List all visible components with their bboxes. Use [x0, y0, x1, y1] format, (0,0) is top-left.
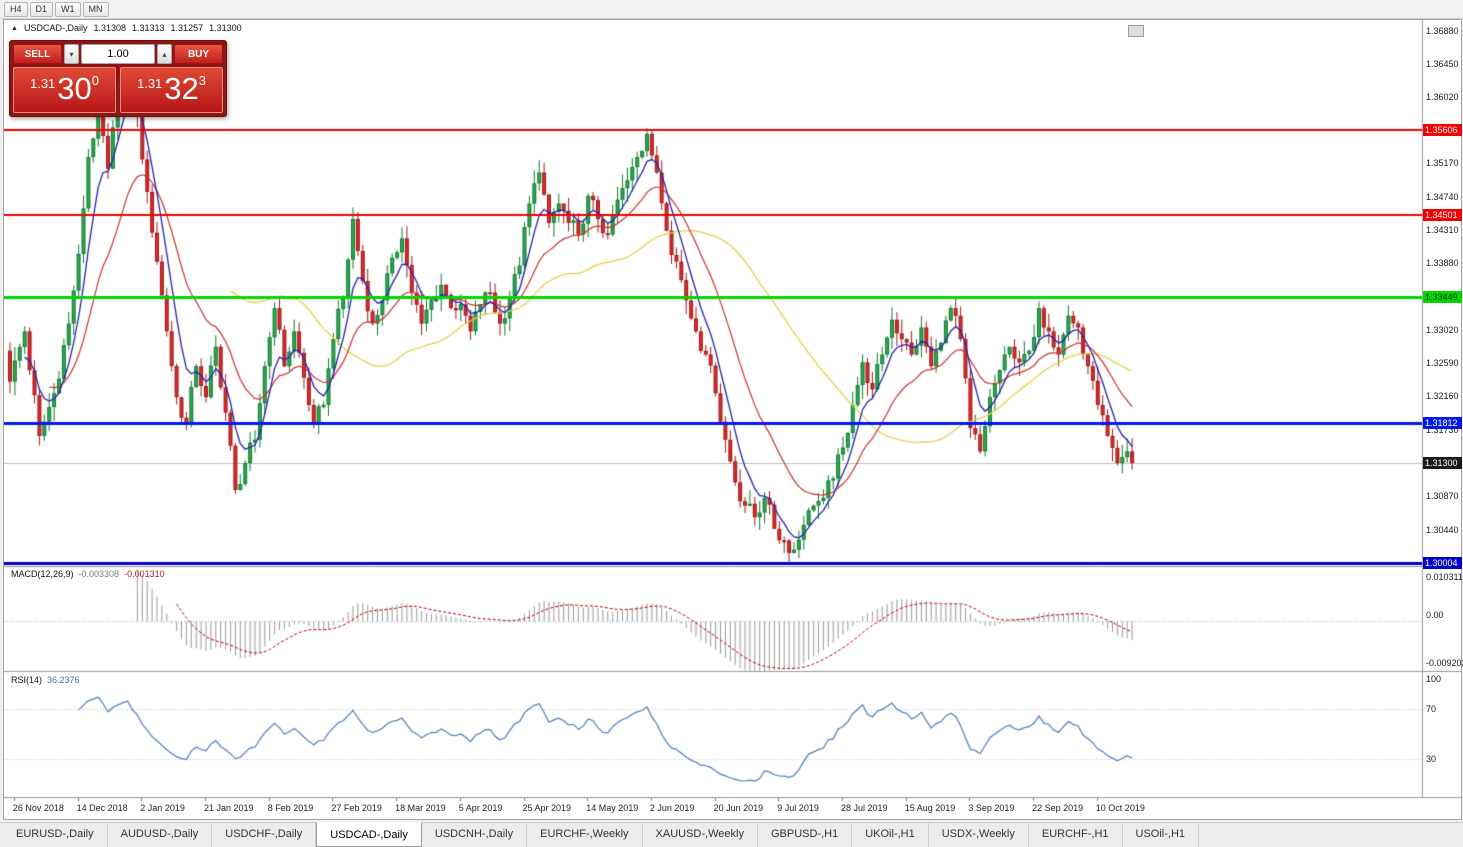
ohlc-low: 1.31257	[170, 23, 204, 33]
timeframe-toolbar: H4 D1 W1 MN	[0, 0, 1463, 19]
volume-increase-button[interactable]: ▴	[157, 44, 172, 64]
chart-tab-audusd-daily[interactable]: AUDUSD-,Daily	[108, 823, 213, 847]
buy-price-pip-digit: 3	[198, 73, 207, 88]
chart-window: 1.36880 1.36450 1.36020 1.35170 1.34740 1.343…	[3, 19, 1463, 820]
macd-indicator-label: MACD(12,26,9) -0.003308 -0.001310	[11, 569, 165, 579]
chart-symbol-label: USDCAD-,Daily	[23, 23, 88, 33]
chart-tab-usdcnh-daily[interactable]: USDCNH-,Daily	[422, 823, 528, 847]
sell-price-big-digits: 30	[57, 71, 92, 106]
ohlc-open: 1.31308	[93, 23, 126, 33]
chart-tab-usdchf-daily[interactable]: USDCHF-,Daily	[212, 823, 317, 847]
ohlc-header: ▲ USDCAD-,Daily 1.31308 1.31313 1.31257 …	[11, 23, 242, 33]
chart-tab-gbpusd-h1[interactable]: GBPUSD-,H1	[758, 823, 853, 847]
sell-price-display[interactable]: 1.31 30 0	[13, 67, 116, 113]
chart-tab-xauusd-weekly[interactable]: XAUUSD-,Weekly	[643, 823, 758, 847]
chart-tab-usoil-h1[interactable]: USOil-,H1	[1123, 823, 1200, 847]
price-direction-icon: ▲	[11, 24, 18, 32]
macd-signal-value: -0.001310	[124, 569, 165, 579]
rsi-value: 36.2376	[47, 675, 80, 685]
sell-price-pip-digit: 0	[91, 73, 100, 88]
ohlc-high: 1.31313	[132, 23, 165, 33]
chart-tab-eurchf-h1[interactable]: EURCHF-,H1	[1029, 823, 1123, 847]
trade-controls-row: SELL ▾ ▴ BUY	[13, 44, 223, 64]
rsi-indicator-label: RSI(14) 36.2376	[11, 675, 80, 685]
sell-button[interactable]: SELL	[13, 44, 62, 64]
chart-tab-ukoil-h1[interactable]: UKOil-,H1	[852, 823, 929, 847]
volume-decrease-button[interactable]: ▾	[64, 44, 79, 64]
macd-main-value: -0.003308	[78, 569, 120, 579]
rsi-name: RSI(14)	[11, 675, 43, 685]
ohlc-close: 1.31300	[209, 23, 242, 33]
timeframe-button-mn[interactable]: MN	[82, 1, 109, 17]
chart-tab-eurchf-weekly[interactable]: EURCHF-,Weekly	[527, 823, 643, 847]
buy-price-display[interactable]: 1.31 32 3	[120, 67, 223, 113]
symbol-tab-bar: EURUSD-,Daily AUDUSD-,Daily USDCHF-,Daily U…	[0, 822, 1463, 847]
macd-name: MACD(12,26,9)	[11, 569, 74, 579]
buy-button[interactable]: BUY	[174, 44, 223, 64]
buy-price-prefix: 1.31	[136, 76, 163, 91]
timeframe-button-h4[interactable]: H4	[4, 1, 28, 17]
trade-prices-row: 1.31 30 0 1.31 32 3	[13, 67, 223, 113]
chart-tab-eurusd-daily[interactable]: EURUSD-,Daily	[3, 823, 108, 847]
chart-scrollbar-thumb[interactable]	[1128, 25, 1144, 37]
volume-input[interactable]	[81, 44, 155, 64]
timeframe-button-d1[interactable]: D1	[29, 1, 54, 17]
one-click-trading-panel: SELL ▾ ▴ BUY 1.31 30 0 1.31 32 3	[9, 40, 227, 117]
sell-price-prefix: 1.31	[29, 76, 56, 91]
chart-tab-usdx-weekly[interactable]: USDX-,Weekly	[929, 823, 1029, 847]
price-chart-canvas[interactable]	[4, 20, 1461, 819]
chart-tab-usdcad-daily[interactable]: USDCAD-,Daily	[316, 822, 422, 847]
timeframe-button-w1[interactable]: W1	[55, 1, 81, 17]
buy-price-big-digits: 32	[164, 71, 199, 106]
